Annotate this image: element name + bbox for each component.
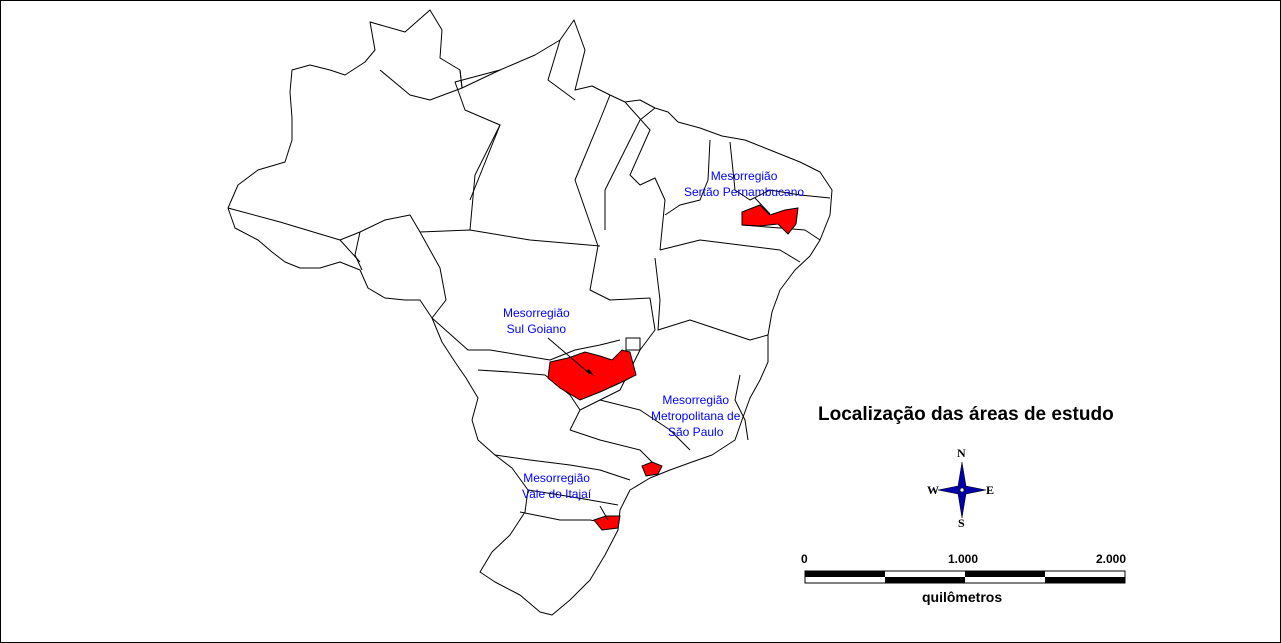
compass-north-label: N — [957, 446, 966, 460]
scale-end-label: 2.000 — [1096, 552, 1127, 566]
compass-west-label: W — [927, 483, 939, 497]
label-sertao-pernambucano: Mesorregião Sertão Pernambucano — [684, 169, 805, 199]
state-borders — [227, 39, 831, 526]
label-leaders — [547, 197, 771, 521]
compass-icon — [937, 461, 987, 519]
label-sul-goiano: Mesorregião Sul Goiano — [503, 306, 570, 336]
scale-mid-label: 1.000 — [948, 552, 979, 566]
scale-start-label: 0 — [801, 552, 808, 566]
region-vale-do-itajai — [593, 515, 621, 531]
scale-unit-label: quilômetros — [922, 589, 1003, 605]
compass-south-label: S — [958, 516, 965, 530]
label-metropolitana-sao-paulo: Mesorregião Metropolitana de São Paulo — [651, 393, 741, 439]
map-title: Localização das áreas de estudo — [818, 404, 1114, 425]
region-sul-goiano — [547, 349, 637, 401]
label-vale-do-itajai: Mesorregião Vale do Itajaí — [522, 471, 592, 501]
compass-east-label: E — [986, 483, 995, 497]
region-metropolitana-sao-paulo — [641, 461, 663, 477]
scale-bar — [804, 570, 1126, 584]
brazil-outline — [227, 9, 833, 616]
region-sertao-pernambucano — [741, 204, 799, 235]
